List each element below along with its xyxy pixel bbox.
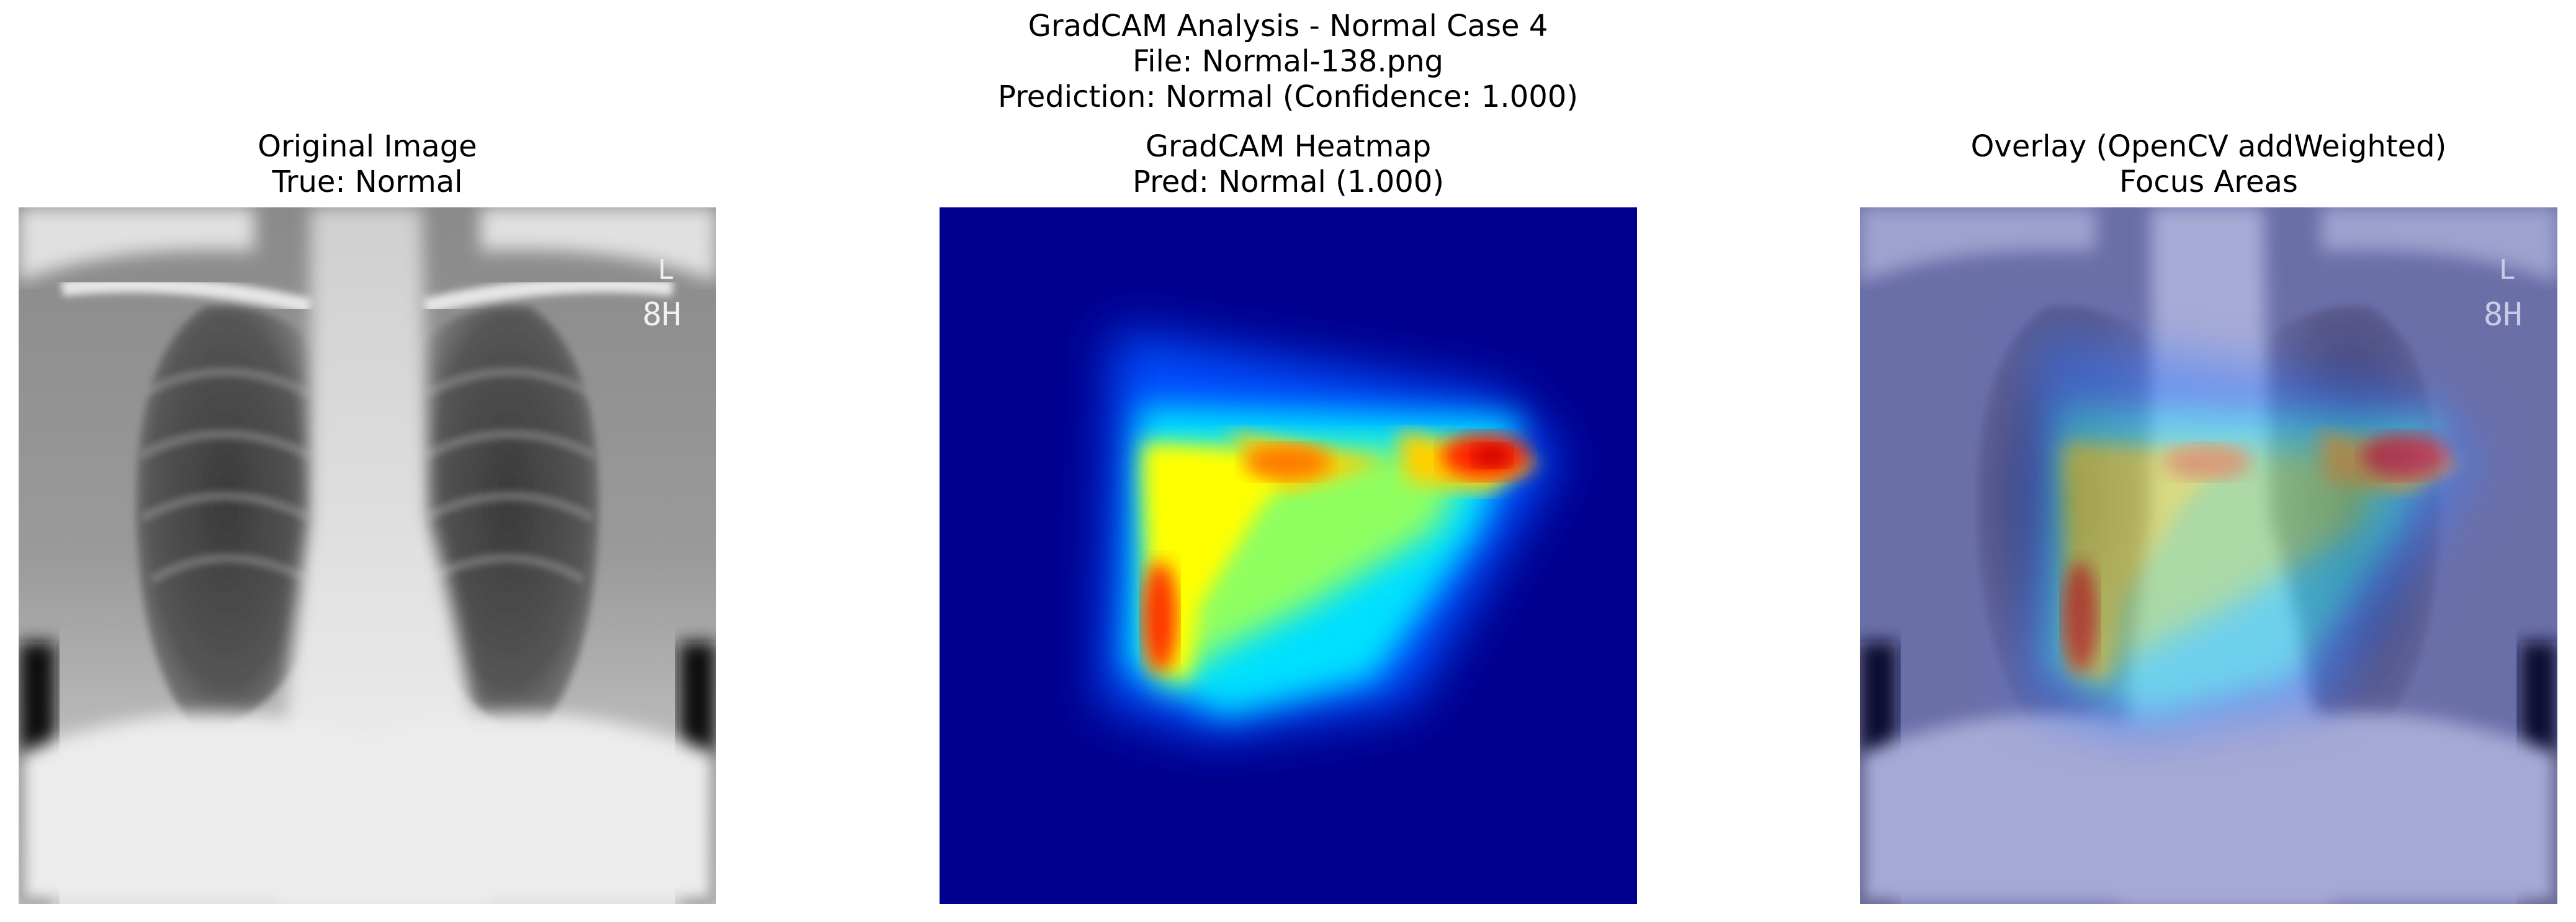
- panel-title-line-2: Focus Areas: [2119, 165, 2298, 199]
- suptitle-line-2: File: Normal-138.png: [1133, 44, 1443, 79]
- panel-title-line-2: Pred: Normal (1.000): [1132, 165, 1444, 199]
- panel-original-image: Original Image True: Normal: [19, 129, 716, 904]
- svg-text:8H: 8H: [642, 296, 681, 333]
- figure-suptitle: GradCAM Analysis - Normal Case 4 File: N…: [0, 9, 2576, 115]
- panel-title: Overlay (OpenCV addWeighted) Focus Areas: [1860, 129, 2557, 200]
- panel-title-line-1: Original Image: [258, 129, 477, 164]
- suptitle-line-1: GradCAM Analysis - Normal Case 4: [1028, 9, 1548, 43]
- panel-title: GradCAM Heatmap Pred: Normal (1.000): [940, 129, 1637, 200]
- panel-overlay: Overlay (OpenCV addWeighted) Focus Areas: [1860, 129, 2557, 904]
- panel-gradcam-heatmap: GradCAM Heatmap Pred: Normal (1.000): [940, 129, 1637, 904]
- svg-text:8H: 8H: [2484, 296, 2523, 333]
- xray-image: 8H L: [19, 207, 716, 904]
- overlay-image: 8H L: [1860, 207, 2557, 904]
- panel-title-line-2: True: Normal: [272, 165, 463, 199]
- panel-title: Original Image True: Normal: [19, 129, 716, 200]
- svg-text:L: L: [2499, 254, 2516, 286]
- panel-title-line-1: GradCAM Heatmap: [1145, 129, 1432, 164]
- svg-text:L: L: [658, 254, 675, 286]
- suptitle-line-3: Prediction: Normal (Confidence: 1.000): [998, 79, 1578, 114]
- gradcam-heatmap-image: [940, 207, 1637, 904]
- panel-title-line-1: Overlay (OpenCV addWeighted): [1970, 129, 2447, 164]
